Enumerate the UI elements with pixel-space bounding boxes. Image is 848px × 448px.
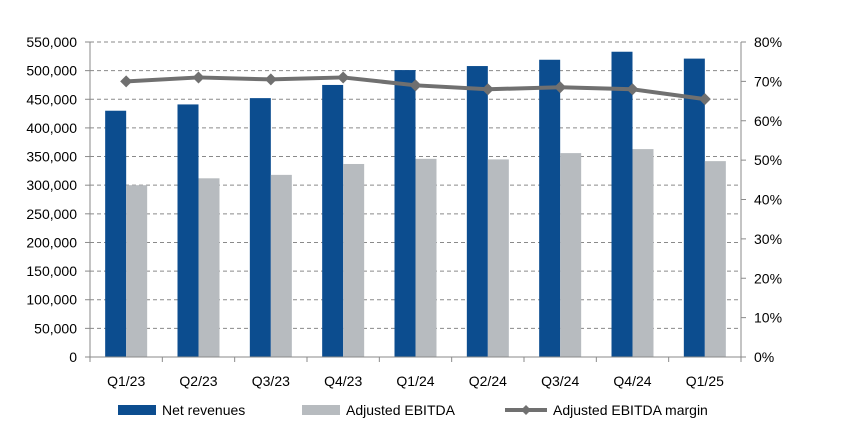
bar-net-revenues [249,98,271,358]
bar-net-revenues [683,58,705,357]
bar-adjusted-ebitda [198,178,220,357]
y-tick-label: 50,000 [34,320,77,336]
margin-marker [264,73,277,86]
y-tick-label: 100,000 [26,292,77,308]
margin-marker [481,83,494,96]
x-axis-ticks: Q1/23 Q2/23 Q3/23 Q4/23 Q1/24 Q2/24 Q3/24 Q4/24… [89,357,742,389]
x-tick-label: Q2/23 [179,373,217,389]
margin-line-series [120,71,711,106]
bar-adjusted-ebitda [560,153,582,357]
y2-tick-label: 40% [754,192,782,208]
bar-adjusted-ebitda [487,159,509,357]
x-tick-label: Q1/25 [686,373,724,389]
y-tick-label: 0 [69,349,77,365]
y-tick-label: 400,000 [26,120,77,136]
legend-swatch [302,405,340,415]
y2-tick-label: 70% [754,73,782,89]
y-tick-label: 250,000 [26,206,77,222]
bar-adjusted-ebitda [270,174,292,357]
margin-marker [192,71,205,84]
x-tick-label: Q4/23 [324,373,362,389]
axes [89,42,742,358]
legend: Net revenues Adjusted EBITDA Adjusted EBIT… [118,402,708,418]
legend-marker [521,405,531,415]
legend-label: Net revenues [162,402,245,418]
y2-tick-label: 10% [754,310,782,326]
y-tick-label: 300,000 [26,177,77,193]
bars [105,51,726,358]
x-tick-label: Q2/24 [469,373,507,389]
y-tick-label: 150,000 [26,263,77,279]
bar-adjusted-ebitda [704,161,726,357]
legend-label: Adjusted EBITDA [346,402,456,418]
x-tick-label: Q3/23 [252,373,290,389]
y2-tick-label: 30% [754,231,782,247]
x-tick-label: Q3/24 [541,373,579,389]
bar-net-revenues [105,110,127,358]
margin-marker [626,83,639,96]
bar-net-revenues [466,66,488,358]
bar-adjusted-ebitda [126,185,148,357]
x-tick-label: Q1/23 [107,373,145,389]
margin-marker [409,79,422,92]
bar-net-revenues [322,84,344,358]
legend-label: Adjusted EBITDA margin [553,402,708,418]
right-axis-ticks: 0% 10% 20% 30% 40% 50% 60% 70% 80% [741,34,782,365]
x-tick-label: Q1/24 [396,373,434,389]
bar-net-revenues [177,104,199,357]
legend-swatch [118,405,156,415]
bar-adjusted-ebitda [415,158,437,357]
y2-tick-label: 20% [754,270,782,286]
margin-marker [120,75,133,88]
x-tick-label: Q4/24 [613,373,651,389]
margin-marker [698,93,711,106]
margin-marker [337,71,350,84]
y2-tick-label: 80% [754,34,782,50]
y2-tick-label: 50% [754,152,782,168]
bar-net-revenues [394,70,416,358]
y-tick-label: 500,000 [26,63,77,79]
y-tick-label: 550,000 [26,34,77,50]
bar-adjusted-ebitda [343,163,365,357]
left-axis-ticks: 0 50,000 100,000 150,000 200,000 250,000 300,0… [26,34,90,365]
y-tick-label: 200,000 [26,234,77,250]
y-tick-label: 350,000 [26,149,77,165]
y2-tick-label: 60% [754,113,782,129]
margin-marker [554,81,567,94]
y2-tick-label: 0% [754,349,774,365]
bar-net-revenues [611,51,633,358]
bar-adjusted-ebitda [632,149,654,357]
y-tick-label: 450,000 [26,91,77,107]
bar-net-revenues [539,59,561,357]
